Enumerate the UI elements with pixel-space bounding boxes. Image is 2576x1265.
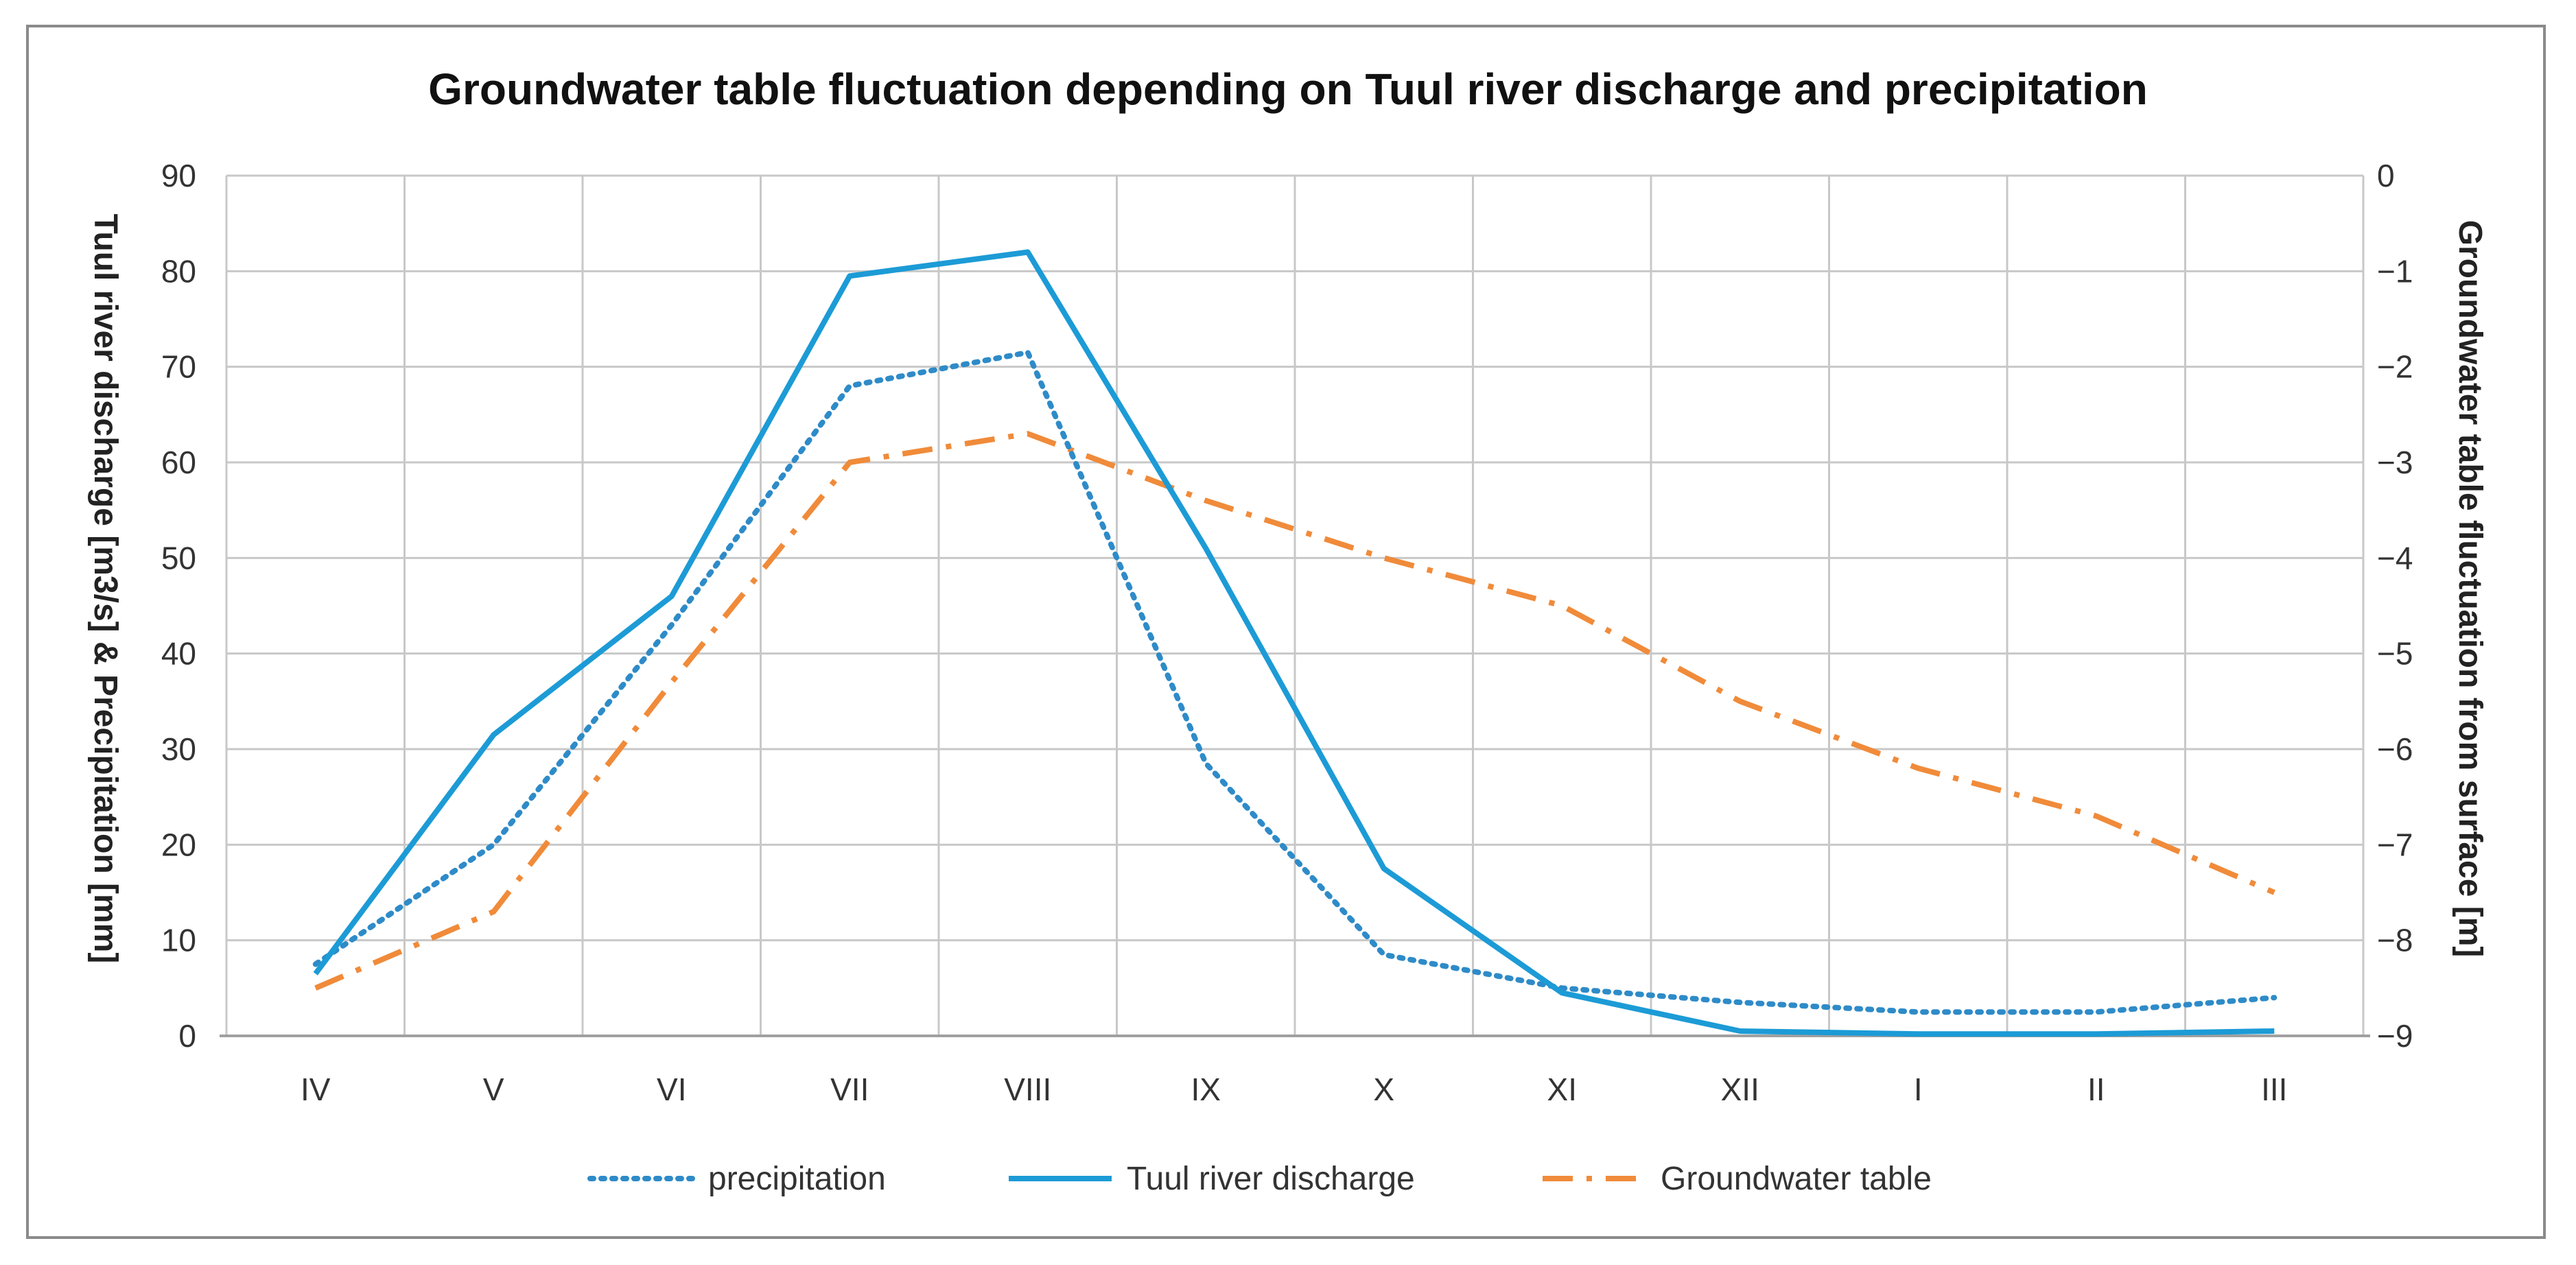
data-point-precipitation [2273, 997, 2275, 998]
data-point-precipitation [671, 624, 672, 626]
left-tick-label: 20 [161, 827, 196, 862]
data-point-groundwater-table [493, 911, 494, 912]
data-point-groundwater-table [671, 681, 672, 683]
right-tick-label: −1 [2377, 253, 2413, 289]
left-tick-label: 80 [161, 253, 196, 289]
legend: precipitation Tuul river discharge Groundw… [587, 1161, 1932, 1197]
x-tick-label: XI [1547, 1072, 1577, 1107]
left-axis-label: Tuul river discharge [m3/s] & Precipitat… [87, 214, 124, 964]
x-tick-label: IV [301, 1072, 331, 1107]
data-point-groundwater-table [315, 987, 316, 989]
data-point-tuul-river-discharge [2273, 1030, 2275, 1032]
right-tick-label: 0 [2377, 158, 2395, 193]
data-point-precipitation [1383, 954, 1385, 956]
data-point-precipitation [1917, 1011, 1919, 1013]
right-axis-label: Groundwater table fluctuation from surfa… [2452, 220, 2488, 958]
series-layer [312, 249, 2278, 1037]
data-point-groundwater-table [1027, 433, 1029, 434]
legend-label-groundwater-table: Groundwater table [1661, 1161, 1932, 1197]
left-tick-label: 30 [161, 731, 196, 767]
x-tick-label: XII [1721, 1072, 1759, 1107]
left-tick-label: 90 [161, 158, 196, 193]
x-tick-label: III [2261, 1072, 2287, 1107]
data-point-tuul-river-discharge [671, 595, 672, 597]
x-tick-label: I [1914, 1072, 1923, 1107]
left-tick-label: 40 [161, 636, 196, 672]
left-tick-label: 50 [161, 540, 196, 576]
series-line-precipitation [312, 349, 2278, 1015]
legend-label-tuul-river-discharge: Tuul river discharge [1127, 1161, 1415, 1197]
x-tick-label: X [1373, 1072, 1394, 1107]
data-point-groundwater-table [2096, 816, 2097, 817]
data-point-tuul-river-discharge [1740, 1030, 1741, 1032]
right-tick-label: −6 [2377, 731, 2413, 767]
data-point-tuul-river-discharge [849, 275, 850, 276]
left-axis-ticks: 0 10 20 30 40 50 60 70 80 90 [161, 158, 196, 1054]
data-point-tuul-river-discharge [315, 973, 316, 974]
x-tick-label: VII [830, 1072, 869, 1107]
data-point-precipitation [1205, 763, 1206, 764]
right-tick-label: −2 [2377, 349, 2413, 385]
right-tick-label: −3 [2377, 445, 2413, 480]
data-point-tuul-river-discharge [493, 734, 494, 735]
x-tick-label: VI [657, 1072, 686, 1107]
data-point-precipitation [1027, 352, 1029, 353]
grid-lines [220, 174, 2370, 1037]
left-tick-label: 70 [161, 349, 196, 385]
data-point-tuul-river-discharge [1205, 547, 1206, 549]
left-tick-label: 0 [178, 1018, 196, 1054]
data-point-precipitation [1740, 1002, 1741, 1003]
series-line-tuul-river-discharge [313, 249, 2275, 1037]
data-point-precipitation [2096, 1011, 2097, 1013]
right-tick-label: −4 [2377, 540, 2413, 576]
x-tick-label: V [483, 1072, 504, 1107]
x-axis-ticks: IV V VI VII VIII IX X XI XII I II III [301, 1072, 2287, 1107]
data-point-groundwater-table [1205, 500, 1206, 501]
data-point-tuul-river-discharge [2096, 1033, 2097, 1035]
x-tick-label: VIII [1004, 1072, 1051, 1107]
data-point-groundwater-table [2273, 892, 2275, 893]
right-tick-label: −7 [2377, 827, 2413, 862]
data-point-precipitation [315, 964, 316, 965]
data-point-tuul-river-discharge [1027, 251, 1029, 252]
data-point-groundwater-table [1740, 700, 1741, 702]
legend-label-precipitation: precipitation [708, 1161, 886, 1197]
data-point-groundwater-table [849, 462, 850, 463]
data-point-groundwater-table [1917, 768, 1919, 769]
data-point-precipitation [493, 844, 494, 845]
data-point-groundwater-table [1561, 605, 1562, 606]
chart-title: Groundwater table fluctuation depending … [428, 64, 2148, 114]
right-tick-label: −8 [2377, 923, 2413, 958]
data-point-tuul-river-discharge [1561, 992, 1562, 993]
right-axis-ticks: 0 −1 −2 −3 −4 −5 −6 −7 −8 −9 [2377, 158, 2413, 1054]
data-point-precipitation [849, 386, 850, 387]
right-tick-label: −5 [2377, 636, 2413, 672]
x-tick-label: IX [1191, 1072, 1221, 1107]
data-point-precipitation [1561, 987, 1562, 989]
x-tick-label: II [2087, 1072, 2105, 1107]
left-tick-label: 10 [161, 923, 196, 958]
data-point-tuul-river-discharge [1917, 1033, 1919, 1035]
right-tick-label: −9 [2377, 1018, 2413, 1054]
left-tick-label: 60 [161, 445, 196, 480]
data-point-groundwater-table [1383, 557, 1385, 558]
data-point-tuul-river-discharge [1383, 868, 1385, 869]
